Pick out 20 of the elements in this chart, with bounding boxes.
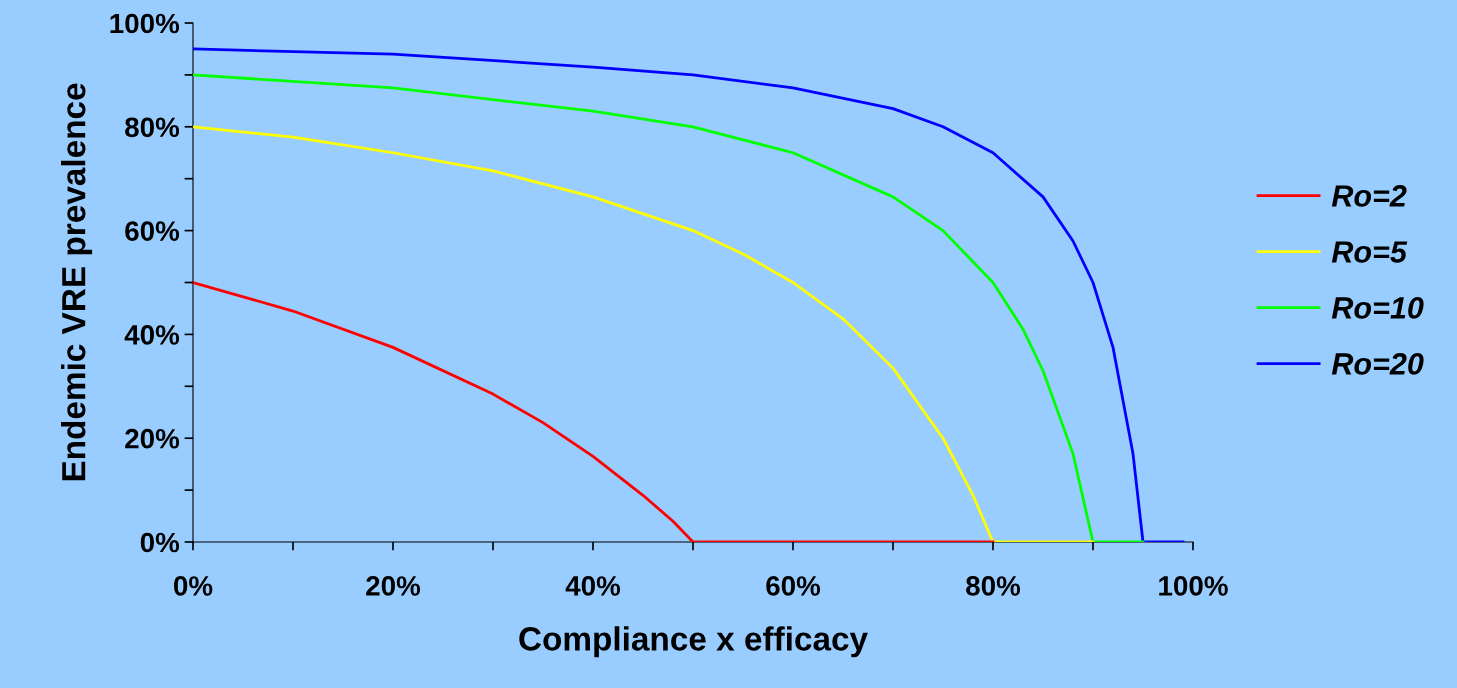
y-tick-label: 60% [125,221,180,241]
y-tick-label: 40% [124,325,180,345]
x-axis-title: Compliance x efficacy [519,626,868,658]
x-tick-label: 60% [766,576,821,596]
y-tick-label: 0% [140,532,180,553]
x-tick-label: 80% [966,576,1021,596]
y-tick-label: 80% [125,117,180,138]
x-tick-label: 20% [366,576,421,596]
x-tick-label: 40% [565,576,621,596]
y-tick-label: 20% [125,428,180,449]
y-tick-label: 100% [110,13,180,34]
x-tick-label: 0% [174,576,213,596]
x-tick-label: 100% [1159,576,1228,596]
y-axis-title: Endemic VRE prevalence [61,83,93,481]
line-series [193,281,995,542]
legend-label: Ro=5 [1331,241,1408,263]
legend-label: Ro=10 [1331,297,1424,319]
legend-label: Ro=2 [1331,185,1407,207]
legend-label: Ro=20 [1331,353,1424,375]
line-series [193,125,1095,542]
